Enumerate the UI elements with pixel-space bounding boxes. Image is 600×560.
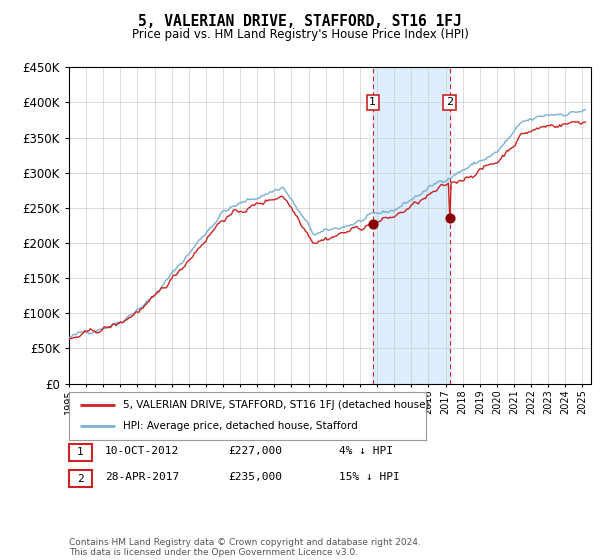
Text: 10-OCT-2012: 10-OCT-2012 [105, 446, 179, 456]
Bar [373, 67, 450, 384]
Text: 5, VALERIAN DRIVE, STAFFORD, ST16 1FJ (detached house): 5, VALERIAN DRIVE, STAFFORD, ST16 1FJ (d… [122, 400, 429, 410]
Text: Price paid vs. HM Land Registry's House Price Index (HPI): Price paid vs. HM Land Registry's House … [131, 28, 469, 41]
Text: 2: 2 [446, 97, 454, 108]
Text: £235,000: £235,000 [228, 472, 282, 482]
Text: Contains HM Land Registry data © Crown copyright and database right 2024.
This d: Contains HM Land Registry data © Crown c… [69, 538, 421, 557]
Text: 28-APR-2017: 28-APR-2017 [105, 472, 179, 482]
Text: 15% ↓ HPI: 15% ↓ HPI [339, 472, 400, 482]
Text: 1: 1 [77, 447, 84, 458]
Text: 5, VALERIAN DRIVE, STAFFORD, ST16 1FJ: 5, VALERIAN DRIVE, STAFFORD, ST16 1FJ [138, 14, 462, 29]
Text: 4% ↓ HPI: 4% ↓ HPI [339, 446, 393, 456]
Text: £227,000: £227,000 [228, 446, 282, 456]
Text: HPI: Average price, detached house, Stafford: HPI: Average price, detached house, Staf… [122, 421, 358, 431]
Point [368, 220, 377, 228]
Text: 1: 1 [369, 97, 376, 108]
Text: 2: 2 [77, 474, 84, 484]
Point [445, 214, 455, 223]
